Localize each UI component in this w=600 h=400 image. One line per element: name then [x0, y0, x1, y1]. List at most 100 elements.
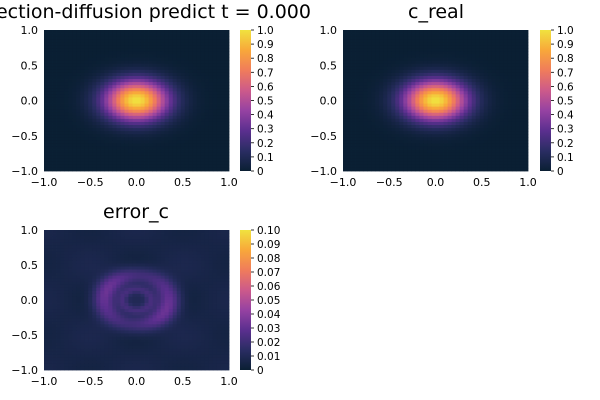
heatmap-cell	[391, 161, 396, 166]
heatmap-cell	[92, 48, 97, 52]
heatmap-cell	[72, 66, 77, 71]
heatmap-cell	[60, 94, 65, 98]
heatmap-cell	[168, 88, 174, 92]
heatmap-cell	[224, 146, 230, 150]
heatmap-cell	[44, 239, 49, 243]
heatmap-cell	[391, 143, 396, 147]
heatmap-cell	[184, 260, 190, 264]
heatmap-cell	[80, 75, 85, 80]
heatmap-cell	[124, 36, 129, 40]
heatmap-cell	[180, 30, 186, 34]
heatmap-cell	[76, 75, 81, 80]
heatmap-cell	[76, 152, 81, 157]
heatmap-cell	[359, 51, 364, 55]
heatmap-cell	[100, 57, 105, 62]
heatmap-cell	[208, 121, 214, 126]
heatmap-cell	[355, 79, 360, 83]
heatmap-cell	[363, 69, 368, 74]
heatmap-cell	[435, 146, 440, 150]
heatmap-cell	[483, 30, 489, 34]
heatmap-cell	[479, 60, 485, 65]
heatmap-cell	[112, 152, 117, 157]
heatmap-cell	[519, 36, 525, 40]
heatmap-cell	[176, 257, 182, 261]
heatmap-cell	[96, 60, 101, 65]
heatmap-cell	[200, 48, 206, 52]
heatmap-cell	[495, 158, 501, 163]
heatmap-cell	[128, 257, 133, 261]
heatmap-cell	[455, 121, 461, 126]
heatmap-cell	[407, 134, 412, 138]
heatmap-cell	[188, 272, 194, 277]
heatmap-cell	[415, 36, 420, 40]
heatmap-cell	[176, 109, 182, 114]
heatmap-cell	[423, 161, 428, 166]
heatmap-cell	[212, 128, 218, 132]
heatmap-cell	[515, 30, 521, 34]
heatmap-cell	[112, 143, 117, 147]
heatmap-cell	[439, 112, 444, 117]
heatmap-cell	[343, 149, 348, 154]
heatmap-cell	[208, 118, 214, 123]
heatmap-cell	[84, 109, 89, 114]
heatmap-cell	[120, 97, 125, 101]
heatmap-cell	[200, 30, 206, 34]
heatmap-cell	[64, 266, 69, 270]
heatmap-cell	[112, 51, 117, 55]
heatmap-cell	[427, 112, 432, 117]
heatmap-cell	[164, 128, 170, 132]
heatmap-cell	[60, 69, 65, 74]
heatmap-cell	[144, 57, 149, 62]
heatmap-cell	[144, 236, 149, 240]
heatmap-cell	[52, 263, 57, 267]
heatmap-cell	[156, 85, 162, 89]
heatmap-cell	[168, 146, 174, 150]
heatmap-cell	[451, 79, 457, 83]
heatmap-cell	[80, 149, 85, 154]
heatmap-cell	[100, 125, 105, 129]
heatmap-cell	[92, 91, 97, 95]
heatmap-cell	[499, 140, 505, 144]
heatmap-cell	[415, 131, 420, 135]
heatmap-cell	[415, 79, 420, 83]
heatmap-cell	[411, 72, 416, 77]
heatmap-cell	[172, 146, 178, 150]
heatmap-cell	[471, 100, 477, 104]
heatmap-cell	[491, 155, 497, 160]
heatmap-cell	[128, 161, 133, 166]
heatmap-cell	[108, 149, 113, 154]
heatmap-cell	[132, 269, 137, 274]
heatmap-cell	[84, 79, 89, 83]
heatmap-cell	[44, 269, 49, 274]
heatmap-cell	[196, 254, 202, 258]
heatmap-cell	[208, 30, 214, 34]
heatmap-cell	[176, 54, 182, 58]
heatmap-cell	[499, 66, 505, 71]
heatmap-cell	[439, 125, 444, 129]
heatmap-cell	[411, 137, 416, 141]
heatmap-cell	[507, 118, 513, 123]
heatmap-cell	[176, 248, 182, 252]
heatmap-cell	[403, 75, 408, 80]
heatmap-cell	[515, 140, 521, 144]
heatmap-cell	[56, 260, 61, 264]
heatmap-cell	[144, 269, 149, 274]
heatmap-cell	[523, 33, 529, 37]
heatmap-cell	[184, 245, 190, 249]
heatmap-cell	[132, 42, 137, 46]
heatmap-cell	[471, 146, 477, 150]
heatmap-cell	[411, 79, 416, 83]
heatmap-cell	[491, 118, 497, 123]
heatmap-cell	[399, 115, 404, 120]
heatmap-cell	[351, 36, 356, 40]
heatmap-cell	[459, 75, 465, 80]
heatmap-cell	[108, 75, 113, 80]
heatmap-cell	[451, 146, 457, 150]
heatmap-cell	[144, 164, 149, 169]
heatmap-cell	[387, 131, 392, 135]
heatmap-cell	[60, 260, 65, 264]
heatmap-cell	[216, 48, 222, 52]
heatmap-cell	[60, 143, 65, 147]
heatmap-cell	[375, 118, 380, 123]
heatmap-cell	[92, 272, 97, 277]
